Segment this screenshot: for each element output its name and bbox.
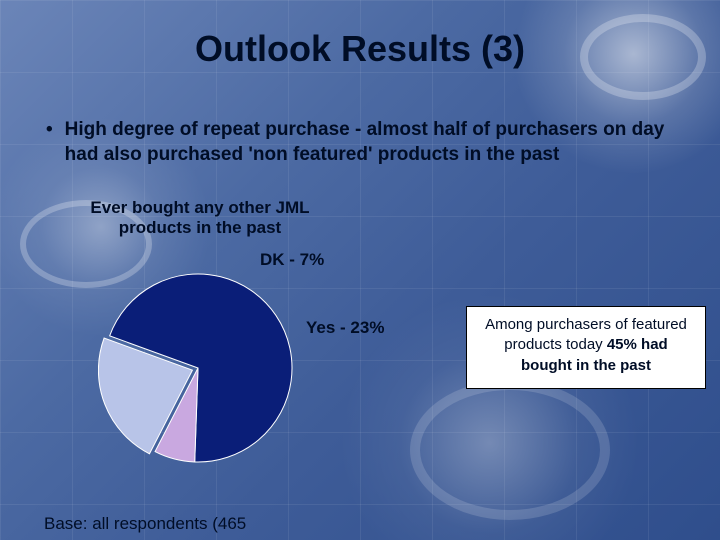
pie-label-dk: DK - 7% <box>260 250 324 270</box>
pie-svg <box>98 268 298 468</box>
watermark-logo-bottom-right <box>410 380 610 520</box>
slide: Outlook Results (3) • High degree of rep… <box>0 0 720 540</box>
bullet-text: High degree of repeat purchase - almost … <box>65 118 680 167</box>
callout-box: Among purchasers of featured products to… <box>466 306 706 389</box>
base-note: Base: all respondents (465 <box>44 514 246 534</box>
bullet-row: • High degree of repeat purchase - almos… <box>46 118 680 167</box>
pie-chart-title: Ever bought any other JML products in th… <box>90 198 310 239</box>
pie-chart <box>98 268 298 468</box>
pie-label-yes: Yes - 23% <box>306 318 384 338</box>
slide-title: Outlook Results (3) <box>0 28 720 70</box>
bullet-dot-icon: • <box>46 118 53 167</box>
